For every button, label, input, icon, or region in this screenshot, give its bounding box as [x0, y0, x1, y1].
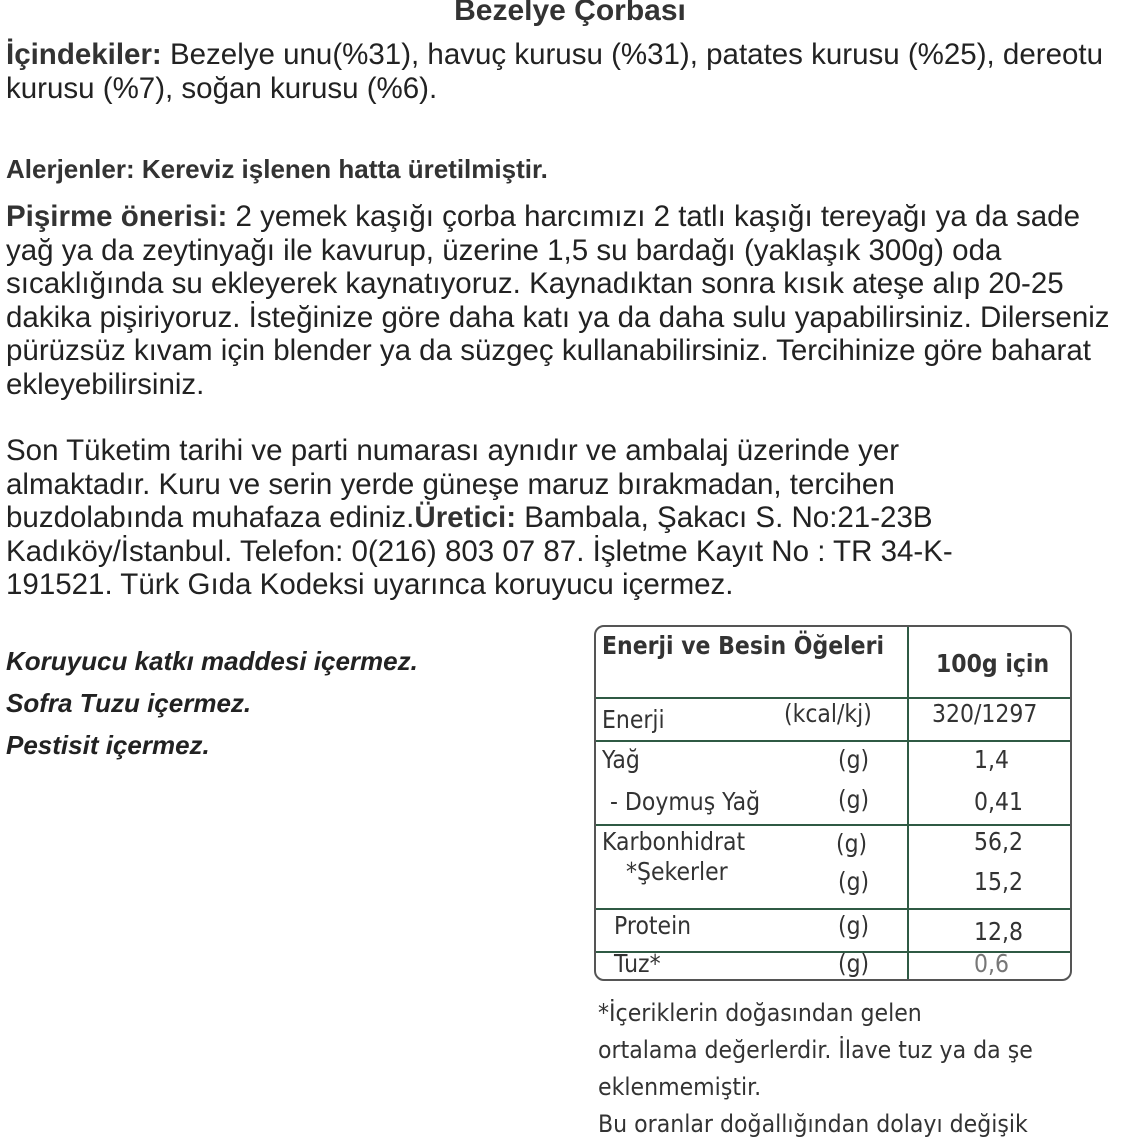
claim-no-pesticide: Pestisit içermez.	[6, 730, 210, 760]
row-value: 15,2	[974, 867, 1023, 896]
row-value: 320/1297	[932, 699, 1038, 728]
row-unit: (g)	[838, 911, 870, 940]
row-value: 0,41	[974, 787, 1023, 816]
row-name: Enerji	[602, 705, 665, 734]
row-name: Yağ	[602, 745, 640, 774]
footnote-line: eklenmemiştir.	[598, 1073, 762, 1101]
nutrition-footnote: *İçeriklerin doğasından gelen ortalama d…	[598, 995, 1033, 1143]
footnote-line: *İçeriklerin doğasından gelen	[598, 999, 922, 1027]
row-value: 1,4	[974, 745, 1009, 774]
storage-text: Son Tüketim tarihi ve parti numarası ayn…	[6, 434, 900, 534]
producer-text: Bambala, Şakacı S. No:21-23B Kadıköy/İst…	[6, 501, 953, 601]
row-unit: (g)	[838, 785, 870, 814]
nutrition-header: Enerji ve Besin Öğeleri	[602, 631, 884, 660]
footnote-line: ortalama değerlerdir. İlave tuz ya da şe	[598, 1036, 1033, 1064]
row-name: Tuz*	[614, 949, 661, 978]
row-divider	[596, 908, 1070, 910]
row-name: Karbonhidrat	[602, 827, 746, 856]
claims-list: Koruyucu katkı maddesi içermez. Sofra Tu…	[6, 640, 418, 766]
row-name: - Doymuş Yağ	[610, 787, 761, 816]
row-unit: (g)	[838, 867, 870, 896]
claim-no-preservative: Koruyucu katkı maddesi içermez.	[6, 646, 418, 676]
row-value: 56,2	[974, 827, 1023, 856]
ingredients-label: İçindekiler:	[6, 38, 162, 71]
row-unit: (g)	[836, 829, 868, 858]
row-value: 0,6	[974, 949, 1009, 978]
per-100g-header: 100g için	[936, 649, 1050, 678]
product-title: Bezelye Çorbası	[454, 0, 686, 27]
row-divider	[596, 740, 1070, 742]
ingredients-text: Bezelye unu(%31), havuç kurusu (%31), pa…	[6, 38, 1103, 105]
row-unit: (g)	[838, 745, 870, 774]
footnote-line: Bu oranlar doğallığından dolayı değişik	[598, 1110, 1028, 1138]
row-value: 12,8	[974, 917, 1023, 946]
cooking-text: 2 yemek kaşığı çorba harcımızı 2 tatlı k…	[6, 200, 1110, 401]
ingredients-paragraph: İçindekiler: Bezelye unu(%31), havuç kur…	[6, 38, 1136, 105]
row-name: Protein	[614, 911, 692, 940]
row-divider	[596, 824, 1070, 826]
row-divider	[596, 951, 1070, 953]
column-divider	[907, 627, 909, 979]
row-divider	[596, 697, 1070, 699]
producer-label: Üretici:	[414, 501, 517, 534]
row-unit: (kcal/kj)	[784, 699, 872, 728]
allergens-text: Alerjenler: Kereviz işlenen hatta üretil…	[6, 154, 548, 184]
storage-paragraph: Son Tüketim tarihi ve parti numarası ayn…	[6, 434, 1006, 602]
cooking-label: Pişirme önerisi:	[6, 200, 228, 233]
row-unit: (g)	[838, 949, 870, 978]
cooking-paragraph: Pişirme önerisi: 2 yemek kaşığı çorba ha…	[6, 200, 1121, 401]
nutrition-table: Enerji ve Besin Öğeleri 100g için Enerji…	[594, 625, 1072, 981]
claim-no-salt: Sofra Tuzu içermez.	[6, 688, 252, 718]
row-name: *Şekerler	[626, 857, 728, 886]
